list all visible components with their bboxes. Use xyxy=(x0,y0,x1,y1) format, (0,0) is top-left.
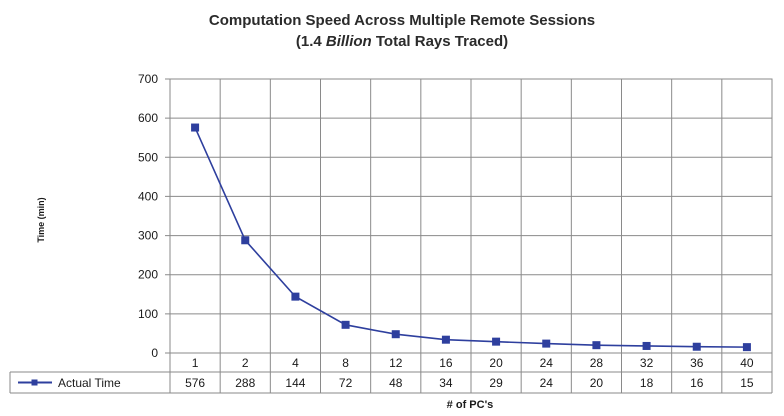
x-tick-label: 36 xyxy=(690,356,704,370)
x-axis-title: # of PC's xyxy=(447,399,494,411)
data-point xyxy=(542,339,551,348)
y-tick-label: 600 xyxy=(138,111,158,125)
data-label: 288 xyxy=(235,376,255,390)
y-tick-label: 400 xyxy=(138,189,158,203)
data-point xyxy=(642,341,651,350)
x-tick-label: 1 xyxy=(192,356,199,370)
y-tick-label: 300 xyxy=(138,229,158,243)
y-tick-label: 100 xyxy=(138,307,158,321)
data-label: 15 xyxy=(740,376,754,390)
data-point xyxy=(441,335,450,344)
x-tick-label: 20 xyxy=(489,356,503,370)
data-point xyxy=(692,342,701,351)
x-tick-label: 2 xyxy=(242,356,249,370)
data-point xyxy=(341,320,350,329)
data-label: 72 xyxy=(339,376,353,390)
y-axis: 0 100 200 300 400 500 600 700 xyxy=(138,72,158,360)
chart-title: Computation Speed Across Multiple Remote… xyxy=(209,12,595,29)
y-tick-label: 500 xyxy=(138,150,158,164)
y-tick-label: 0 xyxy=(151,346,158,360)
y-tick-label: 700 xyxy=(138,72,158,86)
y-axis-title: Time (min) xyxy=(36,197,46,242)
x-tick-label: 40 xyxy=(740,356,754,370)
x-tick-label: 4 xyxy=(292,356,299,370)
series-line xyxy=(194,127,747,348)
data-table: 1 576 2 288 4 144 8 72 12 48 16 34 20 29 24 24 28 20 32 18 3… xyxy=(9,356,772,394)
data-label: 24 xyxy=(540,376,554,390)
data-label: 34 xyxy=(439,376,453,390)
data-label: 144 xyxy=(285,376,305,390)
data-point xyxy=(391,330,400,339)
data-point xyxy=(241,236,250,245)
data-label: 29 xyxy=(489,376,503,390)
data-label: 576 xyxy=(185,376,205,390)
series-actual-time xyxy=(191,123,751,352)
data-label: 18 xyxy=(640,376,654,390)
legend-label: Actual Time xyxy=(58,376,121,390)
chart-subtitle: (1.4 Billion Total Rays Traced) xyxy=(296,33,508,50)
x-tick-label: 8 xyxy=(342,356,349,370)
data-point xyxy=(592,341,601,350)
x-tick-label: 16 xyxy=(439,356,453,370)
data-point xyxy=(191,123,200,132)
x-tick-label: 32 xyxy=(640,356,654,370)
x-tick-label: 24 xyxy=(540,356,554,370)
data-label: 20 xyxy=(590,376,604,390)
data-point xyxy=(291,292,300,301)
data-point xyxy=(492,337,501,346)
plot-border xyxy=(169,78,773,354)
legend-marker xyxy=(31,379,38,386)
x-tick-label: 12 xyxy=(389,356,403,370)
x-tick-label: 28 xyxy=(590,356,604,370)
y-tick-label: 200 xyxy=(138,268,158,282)
data-label: 16 xyxy=(690,376,704,390)
grid xyxy=(165,78,773,393)
data-label: 48 xyxy=(389,376,403,390)
data-point xyxy=(742,343,751,352)
